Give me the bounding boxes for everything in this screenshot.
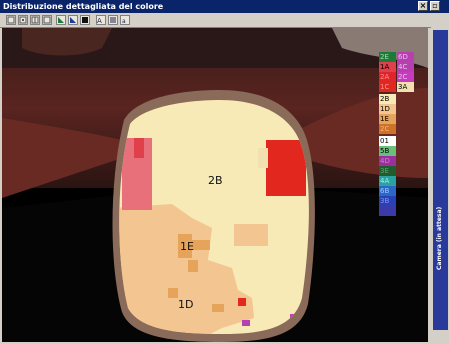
- frame-icon[interactable]: [18, 15, 28, 25]
- camera-status-label: Camera (in attesa): [436, 206, 443, 270]
- legend-item: 3B: [379, 196, 396, 206]
- legend-item: 1C: [379, 82, 396, 92]
- text-size-icon[interactable]: A: [96, 15, 106, 25]
- chart-blue-icon[interactable]: [68, 15, 78, 25]
- tooth-label-middle: 1E: [180, 240, 194, 253]
- legend-item: 2A: [379, 72, 396, 82]
- legend-item: 3E: [379, 166, 396, 176]
- frame-icon[interactable]: [42, 15, 52, 25]
- legend-item: 4C: [397, 62, 414, 72]
- legend-item: 1D: [379, 104, 396, 114]
- svg-text:a: a: [122, 18, 126, 24]
- legend-item: 1A: [379, 62, 396, 72]
- window-title: Distribuzione dettagliata del colore: [3, 2, 164, 11]
- frame-grid-icon[interactable]: [30, 15, 40, 25]
- legend-item: 01: [379, 136, 396, 146]
- title-bar[interactable]: Distribuzione dettagliata del colore × ▫: [0, 0, 449, 13]
- text-align-icon[interactable]: [108, 15, 118, 25]
- legend-item: 2B: [379, 94, 396, 104]
- legend-item: 2C: [397, 72, 414, 82]
- chart-green-icon[interactable]: [56, 15, 66, 25]
- legend-item: 2E: [379, 52, 396, 62]
- legend-item: 4D: [379, 156, 396, 166]
- legend-item: 6D: [397, 52, 414, 62]
- camera-panel[interactable]: [433, 30, 448, 330]
- text-small-icon[interactable]: a: [120, 15, 130, 25]
- tooth-image-canvas[interactable]: 2B 1E 1D 2E 6D 1A 4C 2A 2C 1C 3A 2B 1D 1…: [2, 28, 428, 342]
- close-button[interactable]: ×: [418, 1, 428, 11]
- legend-item: 1E: [379, 114, 396, 124]
- tooth-label-top: 2B: [208, 174, 223, 187]
- legend-item: 2C: [379, 124, 396, 134]
- stop-icon[interactable]: [80, 15, 90, 25]
- tooth-label-bottom: 1D: [178, 298, 193, 311]
- legend-item: 6B: [379, 186, 396, 196]
- tooth-shade-map: 2B 1E 1D: [2, 28, 428, 342]
- restore-button[interactable]: ▫: [430, 1, 440, 11]
- toolbar: A a: [0, 13, 431, 28]
- legend-item: [379, 206, 396, 216]
- legend-item: 5B: [379, 146, 396, 156]
- legend-item: 3A: [397, 82, 414, 92]
- svg-text:A: A: [97, 17, 102, 24]
- legend-item: 4A: [379, 176, 396, 186]
- frame-icon[interactable]: [6, 15, 16, 25]
